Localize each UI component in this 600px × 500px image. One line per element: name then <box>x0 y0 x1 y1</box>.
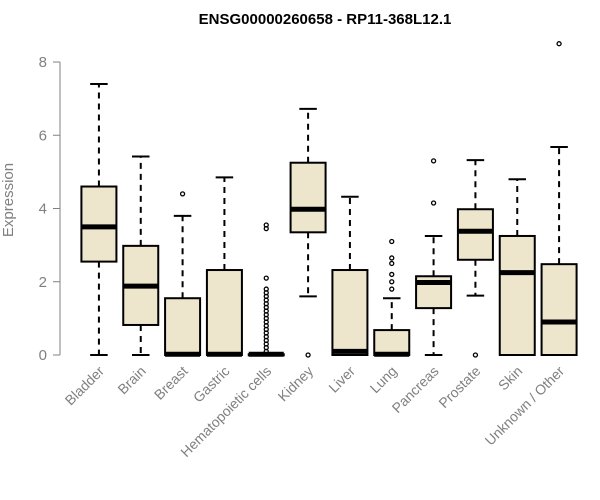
box-group <box>415 158 453 356</box>
outlier-point <box>263 275 269 281</box>
iqr-box <box>540 263 578 357</box>
box-group <box>331 195 369 356</box>
outlier-point <box>389 271 395 278</box>
y-axis-label: Expression <box>0 163 17 237</box>
y-tick-label: 4 <box>39 201 47 218</box>
outlier-point <box>389 286 395 292</box>
outlier-point <box>430 200 437 206</box>
outlier-point <box>179 191 186 197</box>
box-group <box>498 178 536 356</box>
outlier-point <box>305 352 311 358</box>
x-tick-label: Liver <box>325 363 358 396</box>
iqr-box <box>373 329 411 357</box>
outlier-point <box>389 260 395 267</box>
x-tick-label: Bladder <box>62 363 108 409</box>
iqr-box <box>498 234 536 356</box>
y-tick-label: 8 <box>39 54 47 71</box>
box-group <box>540 41 578 357</box>
y-tick-label: 6 <box>39 127 47 144</box>
x-tick-label: Kidney <box>275 363 317 405</box>
x-tick-label: Lung <box>367 363 400 396</box>
iqr-box <box>289 161 327 234</box>
box-group <box>456 159 494 358</box>
outlier-point <box>472 352 479 358</box>
y-tick-label: 2 <box>39 274 47 291</box>
iqr-box <box>331 269 369 356</box>
box-group <box>373 238 411 357</box>
outlier-point <box>389 279 395 285</box>
outlier-point <box>263 222 269 228</box>
y-axis: 0 2 4 6 8 <box>39 54 61 364</box>
outlier-point <box>556 41 562 47</box>
x-tick-label: Breast <box>151 363 191 403</box>
chart-title: ENSG00000260658 - RP11-368L12.1 <box>199 11 452 28</box>
box-group <box>205 176 243 357</box>
box-group <box>289 107 327 358</box>
x-tick-label: Skin <box>495 363 526 394</box>
x-tick-label: Prostate <box>435 363 483 411</box>
outlier-point <box>389 255 395 261</box>
box-group <box>247 222 285 357</box>
boxes <box>80 41 578 358</box>
outlier-point <box>430 158 437 164</box>
box-group <box>164 191 202 357</box>
x-tick-label: Unknown / Other <box>482 363 568 449</box>
x-tick-label: Pancreas <box>389 363 442 416</box>
outlier-point <box>263 286 269 292</box>
x-tick-label: Brain <box>114 363 148 397</box>
iqr-box <box>80 185 118 263</box>
iqr-box <box>164 297 202 357</box>
box-group <box>80 82 118 356</box>
outlier-point <box>389 238 395 245</box>
y-tick-label: 0 <box>39 347 47 364</box>
iqr-box <box>456 208 494 261</box>
iqr-box <box>205 269 243 356</box>
box-group <box>122 155 160 356</box>
